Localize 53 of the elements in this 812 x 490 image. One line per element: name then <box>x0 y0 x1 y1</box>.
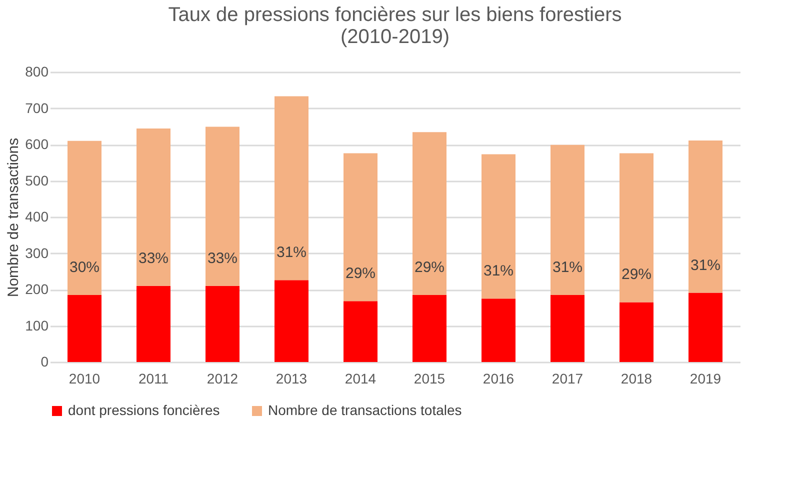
y-tick-label: 700 <box>25 100 49 116</box>
bar <box>136 128 170 286</box>
y-tick-label: 800 <box>25 64 49 80</box>
y-tick-label: 500 <box>25 172 49 188</box>
bar <box>206 286 240 362</box>
legend-label: Nombre de transactions totales <box>268 402 462 418</box>
y-axis-title: Nombre de transactions <box>5 138 22 298</box>
x-tick-label: 2012 <box>206 370 238 386</box>
annotation: 31% <box>276 244 307 262</box>
y-tick-label: 0 <box>40 354 49 370</box>
x-tick-label: 2016 <box>482 370 514 386</box>
bar <box>688 140 722 293</box>
bar <box>68 294 102 362</box>
x-tick-label: 2011 <box>138 370 169 386</box>
y-tick-label: 600 <box>25 136 49 152</box>
bar <box>482 154 516 299</box>
y-tick-label: 300 <box>25 244 49 261</box>
bar <box>206 126 240 286</box>
annotation: 31% <box>552 258 583 276</box>
bar <box>550 144 584 295</box>
bar <box>412 132 446 295</box>
y-tick-label: 100 <box>25 317 49 334</box>
y-tick-label: 400 <box>25 208 49 224</box>
x-tick-label: 2015 <box>414 370 446 386</box>
bar <box>482 298 516 362</box>
x-tick-label: 2017 <box>552 370 584 386</box>
bar <box>344 301 378 362</box>
bar <box>68 140 102 295</box>
bar <box>550 294 584 362</box>
x-tick-label: 2019 <box>690 370 722 386</box>
annotation: 31% <box>483 262 514 280</box>
annotation: 29% <box>621 266 652 284</box>
annotation: 30% <box>69 258 100 276</box>
bar <box>620 153 654 302</box>
annotation: 33% <box>138 250 169 267</box>
chart-title: Taux de pressions foncières sur les biens forestiers (2010-2019) <box>168 4 622 48</box>
legend-label: dont pressions foncières <box>68 402 220 418</box>
annotation: 31% <box>690 256 721 274</box>
bar <box>688 292 722 362</box>
bar <box>344 153 378 302</box>
bar <box>620 302 654 362</box>
x-tick-label: 2018 <box>620 370 652 386</box>
annotation: 33% <box>207 250 238 267</box>
y-tick-label: 200 <box>25 281 49 297</box>
x-tick-label: 2013 <box>276 370 308 386</box>
bar <box>136 286 170 362</box>
bar <box>274 280 308 362</box>
x-tick-label: 2014 <box>344 370 376 386</box>
annotation: 29% <box>414 258 445 276</box>
bar <box>412 294 446 362</box>
bar <box>274 96 308 280</box>
annotation: 29% <box>345 265 376 282</box>
x-tick-label: 2010 <box>68 370 100 386</box>
